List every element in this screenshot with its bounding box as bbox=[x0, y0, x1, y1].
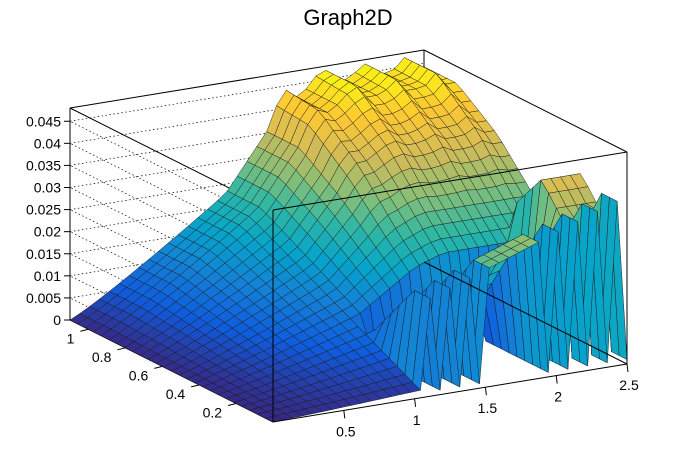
grid-line-left-wall bbox=[69, 231, 274, 334]
y-tick bbox=[154, 365, 163, 369]
front-box-edges bbox=[272, 49, 628, 423]
grid-line-left-wall bbox=[69, 253, 274, 357]
z-tick-label: 0.02 bbox=[34, 224, 61, 240]
grid-line-left-wall bbox=[69, 187, 274, 290]
z-tick-label: 0.045 bbox=[26, 113, 61, 129]
x-tick-label: 0.5 bbox=[336, 423, 356, 439]
x-tick bbox=[484, 387, 487, 396]
z-tick-label: 0.015 bbox=[26, 246, 61, 262]
z-tick-label: 0.005 bbox=[26, 290, 61, 306]
grid-line-left-wall bbox=[69, 120, 274, 224]
x-tick bbox=[626, 363, 629, 373]
y-tick-label: 1 bbox=[67, 330, 75, 346]
grid-line-left-wall bbox=[69, 209, 274, 312]
box-edge bbox=[69, 49, 425, 109]
y-tick bbox=[191, 384, 200, 388]
surface-mesh bbox=[69, 57, 628, 423]
x-tick-label: 1 bbox=[413, 412, 421, 428]
box-edge bbox=[423, 261, 628, 365]
y-tick-label: 0.6 bbox=[129, 367, 149, 383]
z-tick-label: 0.01 bbox=[34, 268, 61, 284]
y-tick-label: 0.8 bbox=[92, 349, 112, 365]
y-tick bbox=[80, 328, 89, 332]
grid-line-left-wall bbox=[69, 165, 274, 268]
axis-ticks: 0 0.005 0.01 0.015 0.02 0.025 0.03 0.035 0.04 0.0… bbox=[26, 113, 639, 439]
z-tick-label: 0.03 bbox=[34, 180, 61, 196]
y-tick-label: 0.4 bbox=[166, 386, 186, 402]
y-tick bbox=[227, 402, 237, 406]
box-edge bbox=[423, 49, 628, 153]
y-tick bbox=[117, 347, 126, 351]
grid-line-left-wall bbox=[69, 275, 274, 379]
chart-title: Graph2D bbox=[303, 5, 392, 30]
x-tick-label: 1.5 bbox=[478, 400, 498, 416]
box-edge bbox=[272, 363, 628, 423]
z-tick-label: 0.035 bbox=[26, 157, 61, 173]
z-tick-label: 0.04 bbox=[34, 135, 61, 151]
x-tick-label: 2 bbox=[554, 389, 562, 405]
grid-line-left-wall bbox=[69, 143, 274, 246]
box-edge bbox=[272, 151, 628, 211]
x-tick bbox=[555, 375, 558, 384]
x-tick bbox=[343, 410, 346, 419]
x-tick-label: 2.5 bbox=[619, 377, 639, 393]
x-tick bbox=[414, 398, 417, 407]
y-tick-label: 0.2 bbox=[203, 404, 223, 420]
z-tick-label: 0.025 bbox=[26, 202, 61, 218]
z-tick-label: 0 bbox=[53, 312, 61, 328]
